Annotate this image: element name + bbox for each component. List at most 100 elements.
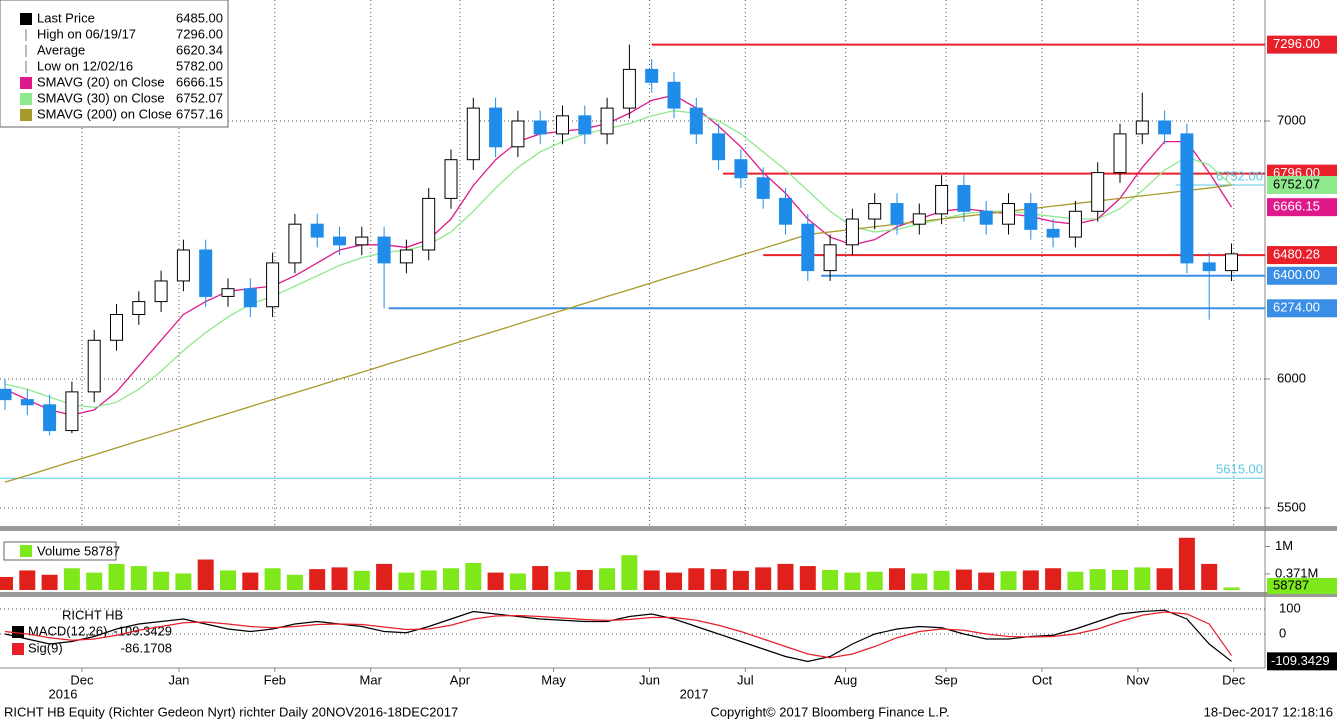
volume-bar bbox=[420, 570, 437, 590]
volume-bar bbox=[688, 568, 705, 590]
candle-body bbox=[20, 399, 34, 406]
x-tick-label: Feb bbox=[264, 672, 286, 687]
candle-body bbox=[43, 404, 57, 432]
x-tick-label: Nov bbox=[1126, 672, 1150, 687]
x-tick-label: Sep bbox=[934, 672, 957, 687]
level-label-box bbox=[1267, 246, 1337, 265]
candle-body bbox=[511, 120, 525, 148]
volume-bar bbox=[1000, 571, 1017, 590]
level-label: 6480.28 bbox=[1273, 247, 1320, 262]
x-tick-label: May bbox=[541, 672, 566, 687]
candle-body bbox=[890, 203, 904, 225]
y-tick-label: 6000 bbox=[1277, 370, 1306, 385]
volume-bar bbox=[108, 563, 125, 590]
level-label: 6400.00 bbox=[1273, 267, 1320, 282]
level-label: 5615.00 bbox=[1216, 462, 1263, 477]
candle-body bbox=[243, 288, 257, 308]
volume-bar bbox=[286, 574, 303, 590]
candle-body bbox=[1046, 228, 1060, 238]
candle-body bbox=[845, 218, 859, 246]
x-tick-label: Dec bbox=[1222, 672, 1246, 687]
candle-body bbox=[712, 133, 726, 161]
year-label: 2016 bbox=[49, 686, 78, 701]
legend-label: Average bbox=[37, 42, 85, 57]
candle-body bbox=[1113, 133, 1127, 174]
candle-body bbox=[266, 262, 280, 308]
volume-bar bbox=[1156, 568, 1173, 590]
level-label-box bbox=[1267, 35, 1337, 54]
candle-body bbox=[1002, 203, 1015, 225]
volume-bar bbox=[532, 566, 549, 590]
legend-label: SMAVG (30) on Close bbox=[37, 90, 165, 105]
volume-bar bbox=[911, 573, 928, 590]
x-tick-label: Jan bbox=[168, 672, 189, 687]
volume-bar bbox=[710, 569, 727, 590]
volume-bar bbox=[1089, 569, 1106, 590]
volume-bar bbox=[1045, 568, 1062, 590]
candle-body bbox=[1135, 120, 1149, 135]
candle-body bbox=[823, 244, 837, 272]
level-label: 7296.00 bbox=[1273, 36, 1320, 51]
candle-body bbox=[556, 115, 569, 135]
volume-bar bbox=[242, 572, 259, 590]
y-tick-label: 100 bbox=[1279, 600, 1301, 615]
volume-bar bbox=[1067, 571, 1084, 590]
candle-body bbox=[578, 115, 592, 135]
volume-bar bbox=[376, 563, 393, 590]
candle-body bbox=[355, 236, 369, 246]
volume-bar bbox=[465, 563, 482, 590]
candle-body bbox=[288, 223, 302, 264]
volume-bar bbox=[175, 573, 192, 590]
legend-value: 5782.00 bbox=[176, 58, 223, 73]
volume-bar bbox=[398, 572, 415, 590]
level-label-box bbox=[1267, 299, 1337, 318]
volume-bar bbox=[643, 570, 660, 590]
candle-body bbox=[734, 159, 748, 179]
footer-right: 18-Dec-2017 12:18:16 bbox=[1204, 704, 1333, 719]
footer-left: RICHT HB Equity (Richter Gedeon Nyrt) ri… bbox=[4, 704, 458, 719]
candle-body bbox=[176, 249, 190, 282]
x-tick-label: Jul bbox=[737, 672, 754, 687]
candle-body bbox=[756, 177, 770, 199]
volume-bar bbox=[1022, 570, 1039, 590]
volume-bar bbox=[353, 570, 370, 590]
legend-swatch bbox=[12, 643, 24, 655]
legend-value: 58787 bbox=[84, 543, 120, 558]
volume-bar bbox=[621, 555, 638, 590]
candle-body bbox=[979, 210, 993, 225]
volume-bar bbox=[599, 568, 616, 590]
volume-bar bbox=[130, 566, 147, 590]
legend-label: Last Price bbox=[37, 10, 95, 25]
candle-body bbox=[154, 280, 168, 303]
legend-swatch bbox=[12, 626, 24, 638]
overlay-label-box bbox=[1267, 198, 1337, 217]
candle-body bbox=[110, 313, 123, 341]
x-tick-label: Oct bbox=[1032, 672, 1053, 687]
volume-bar bbox=[554, 571, 571, 590]
value-label: 58787 bbox=[1273, 577, 1309, 592]
year-label: 2017 bbox=[680, 686, 709, 701]
overlay-label: 6666.15 bbox=[1273, 199, 1320, 214]
candle-body bbox=[689, 107, 703, 135]
volume-bar bbox=[487, 572, 504, 590]
legend-label: High on 06/19/17 bbox=[37, 26, 136, 41]
legend-value: 6757.16 bbox=[176, 106, 223, 121]
legend-swatch bbox=[20, 545, 32, 557]
volume-bar bbox=[1112, 569, 1128, 590]
overlay-label: 6752.07 bbox=[1273, 176, 1320, 191]
candle-body bbox=[868, 203, 882, 220]
candle-body bbox=[1024, 203, 1038, 230]
legend-value: 6620.34 bbox=[176, 42, 223, 57]
candle-body bbox=[912, 213, 926, 225]
x-tick-label: Mar bbox=[360, 672, 383, 687]
volume-bar bbox=[732, 570, 749, 590]
volume-bar bbox=[666, 572, 682, 590]
y-tick-label: 0.371M bbox=[1275, 565, 1318, 580]
volume-bar bbox=[0, 576, 13, 590]
volume-bar bbox=[264, 568, 281, 590]
y-tick-label: 7000 bbox=[1277, 112, 1306, 127]
legend-label: MACD(12,26) bbox=[28, 623, 107, 638]
candle-body bbox=[667, 81, 681, 109]
volume-bar bbox=[576, 569, 593, 590]
x-tick-label: Dec bbox=[70, 672, 94, 687]
